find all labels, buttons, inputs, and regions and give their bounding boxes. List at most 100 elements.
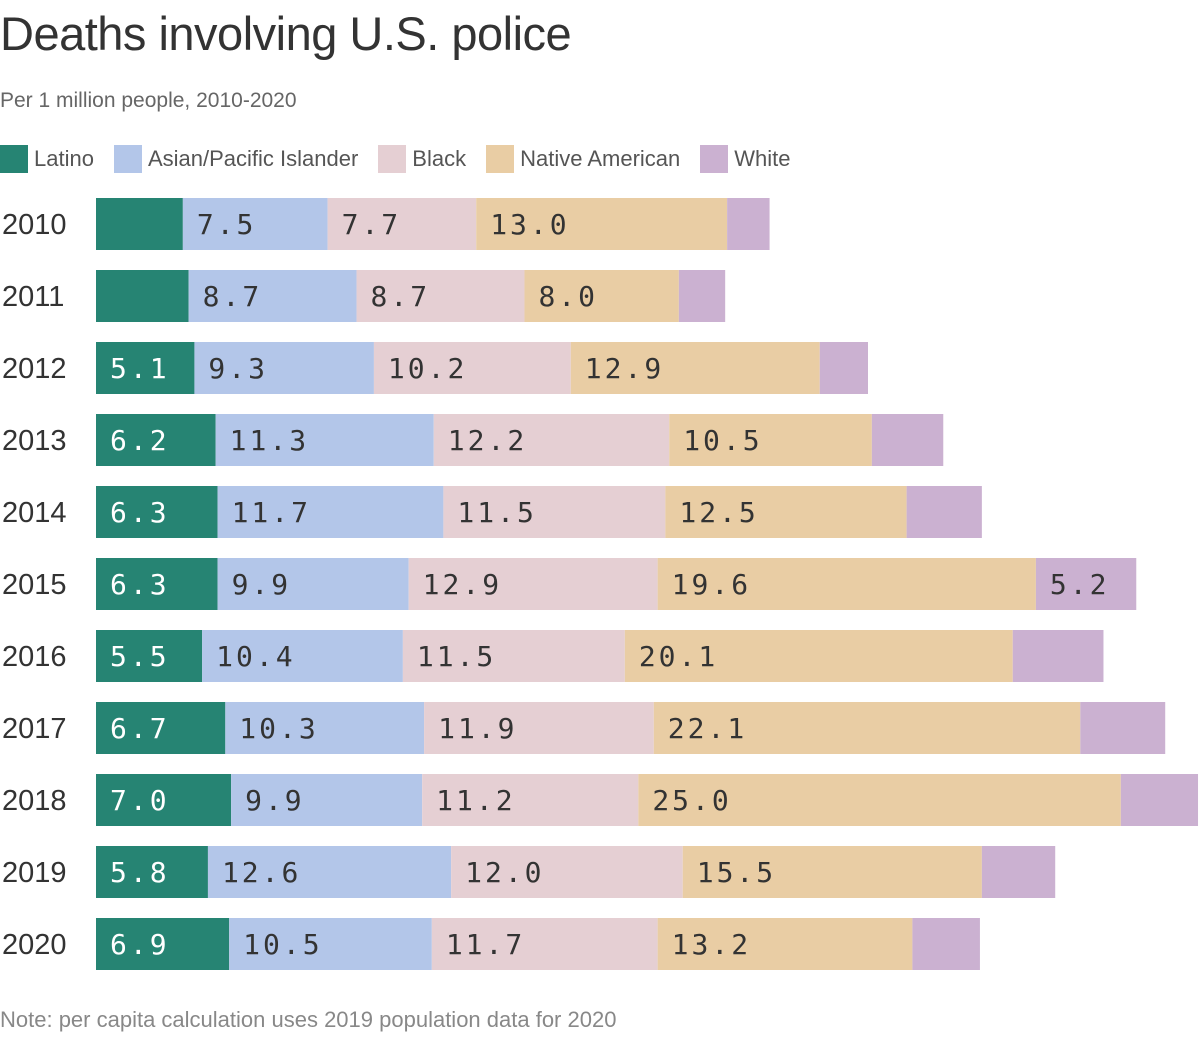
data-label: 15.5 <box>697 856 776 889</box>
chart-title: Deaths involving U.S. police <box>0 7 572 60</box>
data-label: 9.9 <box>245 784 305 817</box>
bar-segment <box>638 774 1121 826</box>
bar-segment <box>182 198 328 250</box>
legend-swatch <box>700 145 729 173</box>
data-label: 6.9 <box>110 928 170 961</box>
data-label: 6.2 <box>110 424 170 457</box>
bar-segment <box>1012 630 1104 682</box>
data-label: 8.0 <box>538 280 598 313</box>
data-label: 5.5 <box>110 640 170 673</box>
data-label: 13.0 <box>490 208 569 241</box>
chart-note: Note: per capita calculation uses 2019 p… <box>0 1007 617 1032</box>
bar-segment <box>678 270 726 322</box>
bar-segment <box>1080 702 1166 754</box>
bar-segment <box>96 270 189 322</box>
data-label: 6.3 <box>110 568 170 601</box>
data-label: 11.3 <box>230 424 309 457</box>
legend-swatch <box>113 145 142 173</box>
bar-segment <box>356 270 525 322</box>
bar-segment <box>443 486 666 538</box>
data-label: 11.5 <box>457 496 536 529</box>
bar-segment <box>194 342 374 394</box>
bar-segment <box>215 414 434 466</box>
bar-segment <box>424 702 654 754</box>
bar-segment <box>912 918 980 970</box>
bar-segment <box>188 270 357 322</box>
bar-segment <box>217 558 409 610</box>
bar-segment <box>476 198 728 250</box>
legend-item: Latino <box>0 145 94 173</box>
bar-segment <box>96 486 218 538</box>
bar-segment <box>229 918 432 970</box>
data-label: 11.5 <box>417 640 496 673</box>
legend-swatch <box>486 145 515 173</box>
bar-segment <box>96 630 203 682</box>
bar-segment <box>96 198 183 250</box>
legend-swatch <box>0 145 28 173</box>
data-label: 5.2 <box>1050 568 1110 601</box>
legend-label: Black <box>412 146 467 171</box>
data-label: 12.5 <box>679 496 758 529</box>
data-label: 13.2 <box>672 928 751 961</box>
data-label: 12.9 <box>423 568 502 601</box>
data-label: 6.3 <box>110 496 170 529</box>
bar-segment <box>657 558 1036 610</box>
data-label: 11.7 <box>232 496 311 529</box>
bar-segment <box>225 702 425 754</box>
legend-swatch <box>378 145 407 173</box>
bar-segment <box>96 918 230 970</box>
bar-segment <box>96 774 232 826</box>
data-label: 10.3 <box>239 712 318 745</box>
bar-segment <box>981 846 1056 898</box>
data-label: 7.5 <box>197 208 257 241</box>
year-label: 2013 <box>2 425 67 457</box>
legend-item: Native American <box>486 145 680 173</box>
year-label: 2018 <box>2 785 67 817</box>
data-label: 12.2 <box>448 424 527 457</box>
data-label: 5.1 <box>110 352 170 385</box>
year-label: 2017 <box>2 713 67 745</box>
data-label: 20.1 <box>639 640 718 673</box>
data-label: 9.3 <box>208 352 268 385</box>
bar-segment <box>906 486 982 538</box>
data-label: 7.7 <box>342 208 402 241</box>
data-label: 11.7 <box>446 928 525 961</box>
data-label: 10.4 <box>216 640 295 673</box>
bar-segment <box>624 630 1013 682</box>
bar-segment <box>373 342 571 394</box>
data-label: 10.5 <box>683 424 762 457</box>
data-label: 8.7 <box>371 280 431 313</box>
legend-label: White <box>734 146 791 171</box>
bar-segment <box>408 558 658 610</box>
bar-segment <box>402 630 625 682</box>
legend-item: Asian/Pacific Islander <box>113 145 359 173</box>
bar-segment <box>524 270 679 322</box>
year-label: 2015 <box>2 569 67 601</box>
bar-segment <box>570 342 820 394</box>
data-label: 10.2 <box>388 352 467 385</box>
bar-segment <box>657 918 913 970</box>
legend-item: White <box>700 145 791 173</box>
bar-segment <box>1120 774 1199 826</box>
bar-segment <box>207 846 452 898</box>
year-label: 2020 <box>2 929 67 961</box>
bar-segment <box>327 198 477 250</box>
bar-segment <box>96 414 216 466</box>
legend-item: Black <box>378 145 466 173</box>
legend-label: Asian/Pacific Islander <box>147 146 359 171</box>
legend-label: Native American <box>520 146 681 171</box>
data-label: 25.0 <box>652 784 731 817</box>
bar-segment <box>422 774 639 826</box>
bar-segment <box>653 702 1081 754</box>
bar-segment <box>96 558 218 610</box>
year-label: 2010 <box>2 209 67 241</box>
bar-segment <box>96 846 208 898</box>
data-label: 10.5 <box>243 928 322 961</box>
bar-segment <box>433 414 670 466</box>
data-label: 22.1 <box>668 712 747 745</box>
bar-segment <box>871 414 944 466</box>
bar-segment <box>217 486 444 538</box>
data-label: 11.9 <box>438 712 517 745</box>
chart-subtitle: Per 1 million people, 2010-2020 <box>0 89 297 112</box>
legend-label: Latino <box>34 146 94 171</box>
